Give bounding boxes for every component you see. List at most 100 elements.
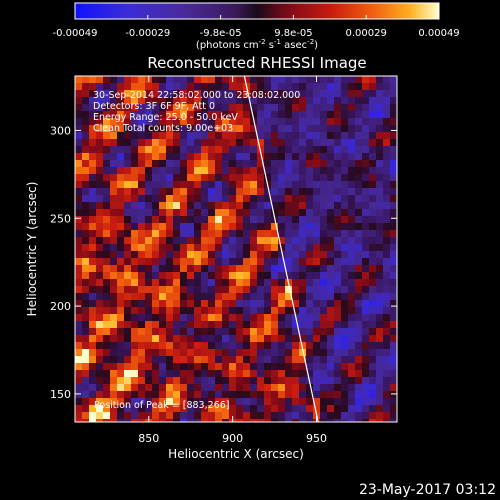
heatmap-cell (82, 132, 89, 139)
heatmap-cell (341, 258, 348, 265)
heatmap-cell (383, 237, 390, 244)
heatmap-cell (285, 391, 292, 398)
heatmap-cell (278, 237, 285, 244)
heatmap-cell (124, 391, 131, 398)
peak-position-label: Position of Peak = [883,266] (94, 400, 229, 411)
heatmap-cell (75, 412, 82, 419)
heatmap-cell (257, 216, 264, 223)
heatmap-cell (292, 391, 299, 398)
heatmap-cell (75, 216, 82, 223)
heatmap-cell (208, 356, 215, 363)
heatmap-cell (215, 265, 222, 272)
heatmap-cell (180, 405, 187, 412)
heatmap-cell (124, 76, 131, 83)
heatmap-cell (299, 356, 306, 363)
heatmap-cell (215, 251, 222, 258)
heatmap-cell (117, 300, 124, 307)
heatmap-cell (159, 272, 166, 279)
heatmap-cell (75, 223, 82, 230)
heatmap-cell (187, 342, 194, 349)
heatmap-cell (299, 125, 306, 132)
heatmap-cell (257, 279, 264, 286)
heatmap-cell (243, 377, 250, 384)
annotations: 30-Sep-2014 22:58:02.000 to 23:08:02.000… (93, 90, 300, 411)
heatmap-cell (271, 314, 278, 321)
heatmap-cell (341, 335, 348, 342)
heatmap-cell (292, 195, 299, 202)
heatmap-cell (383, 356, 390, 363)
heatmap-cell (124, 398, 131, 405)
heatmap-cell (250, 265, 257, 272)
heatmap-cell (187, 377, 194, 384)
heatmap-cell (369, 209, 376, 216)
heatmap-cell (278, 139, 285, 146)
heatmap-cell (383, 335, 390, 342)
heatmap-cell (355, 230, 362, 237)
heatmap-cell (145, 321, 152, 328)
heatmap-cell (145, 209, 152, 216)
heatmap-cell (327, 160, 334, 167)
heatmap-cell (173, 118, 180, 125)
heatmap-cell (131, 370, 138, 377)
heatmap-cell (285, 356, 292, 363)
heatmap-cell (320, 174, 327, 181)
heatmap-cell (82, 405, 89, 412)
heatmap-cell (369, 349, 376, 356)
heatmap-cell (320, 230, 327, 237)
heatmap-cell (334, 377, 341, 384)
heatmap-cell (96, 188, 103, 195)
heatmap-cell (243, 328, 250, 335)
heatmap-cell (292, 188, 299, 195)
heatmap-cell (103, 76, 110, 83)
heatmap-cell (110, 195, 117, 202)
heatmap-cell (243, 370, 250, 377)
heatmap-cell (250, 251, 257, 258)
heatmap-cell (208, 90, 215, 97)
heatmap-cell (341, 377, 348, 384)
heatmap-cell (159, 342, 166, 349)
heatmap-cell (250, 209, 257, 216)
heatmap-cell (264, 139, 271, 146)
heatmap-cell (222, 314, 229, 321)
heatmap-cell (383, 405, 390, 412)
heatmap-cell (243, 181, 250, 188)
heatmap-cell (96, 83, 103, 90)
heatmap-cell (215, 160, 222, 167)
heatmap-cell (117, 335, 124, 342)
heatmap-cell (250, 398, 257, 405)
heatmap-cell (222, 398, 229, 405)
heatmap-cell (313, 279, 320, 286)
heatmap-cell (166, 209, 173, 216)
heatmap-cell (145, 335, 152, 342)
heatmap-cell (327, 349, 334, 356)
heatmap-cell (306, 223, 313, 230)
heatmap-cell (348, 118, 355, 125)
heatmap-cell (390, 377, 397, 384)
heatmap-cell (257, 139, 264, 146)
heatmap-cell (306, 251, 313, 258)
heatmap-cell (250, 412, 257, 419)
heatmap-cell (201, 251, 208, 258)
heatmap-cell (376, 160, 383, 167)
heatmap-cell (110, 216, 117, 223)
heatmap-cell (96, 321, 103, 328)
heatmap-cell (124, 125, 131, 132)
heatmap-cell (383, 384, 390, 391)
heatmap-cell (243, 132, 250, 139)
heatmap-cell (82, 398, 89, 405)
heatmap-cell (292, 139, 299, 146)
heatmap-cell (159, 167, 166, 174)
heatmap-cell (180, 202, 187, 209)
heatmap-cell (131, 349, 138, 356)
heatmap-cell (250, 139, 257, 146)
heatmap-cell (96, 300, 103, 307)
heatmap-cell (96, 265, 103, 272)
heatmap-cell (257, 363, 264, 370)
heatmap-cell (341, 104, 348, 111)
heatmap-cell (89, 83, 96, 90)
heatmap-cell (96, 237, 103, 244)
heatmap-cell (208, 384, 215, 391)
heatmap-cell (117, 188, 124, 195)
heatmap-cell (138, 398, 145, 405)
heatmap-cell (159, 300, 166, 307)
